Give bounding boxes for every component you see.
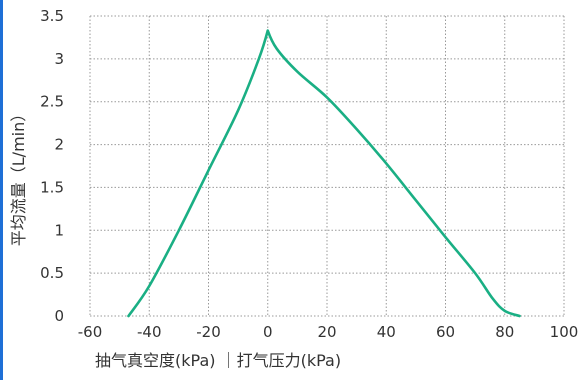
y-tick-label: 0.5 (40, 264, 64, 282)
x-tick-label: 20 (317, 323, 336, 341)
series-lines (127, 29, 521, 318)
y-tick-label: 2 (54, 136, 64, 154)
x-tick-label: -40 (137, 323, 162, 341)
y-tick-label: 1 (54, 221, 64, 239)
grid (89, 15, 565, 317)
series-line-0 (127, 29, 521, 318)
x-tick-label: 80 (495, 323, 514, 341)
x-axis-label: 抽气真空度(kPa) ｜打气压力(kPa) (95, 351, 341, 370)
x-tick-label: -20 (196, 323, 221, 341)
y-tick-label: 1.5 (40, 178, 64, 196)
x-tick-label: 100 (550, 323, 579, 341)
y-axis-label: 平均流量（L/min） (9, 106, 28, 246)
x-tick-label: 40 (377, 323, 396, 341)
y-tick-label: 3 (54, 50, 64, 68)
x-tick-label: 0 (263, 323, 273, 341)
y-tick-label: 0 (54, 307, 64, 325)
y-tick-label: 3.5 (40, 7, 64, 25)
left-frame-border (0, 0, 3, 380)
x-tick-label: 60 (436, 323, 455, 341)
x-tick-label: -60 (78, 323, 103, 341)
y-tick-labels: 0 0.5 1 1.5 2 2.5 3 3.5 (40, 7, 64, 325)
y-tick-label: 2.5 (40, 93, 64, 111)
x-tick-labels: -60 -40 -20 0 20 40 60 80 100 (78, 323, 579, 341)
